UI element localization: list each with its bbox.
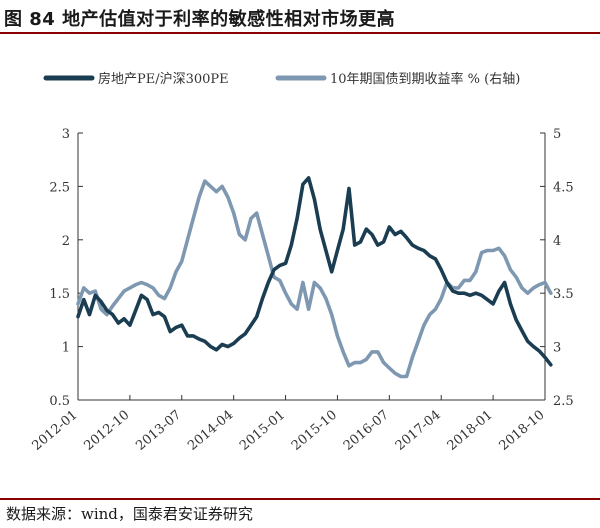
left-axis-tick-label: 3 bbox=[62, 127, 70, 142]
series-line-bond-yield bbox=[76, 179, 553, 379]
x-axis-tick-label: 2012-01 bbox=[30, 408, 81, 454]
x-axis-tick-label: 2018-01 bbox=[445, 408, 496, 454]
right-axis-tick-label: 4 bbox=[553, 234, 561, 249]
right-axis-tick-label: 2.5 bbox=[553, 394, 574, 409]
axes bbox=[77, 132, 546, 401]
x-axis-tick-label: 2014-04 bbox=[185, 408, 236, 454]
right-axis-tick-label: 3.5 bbox=[553, 287, 574, 302]
right-axis-tick-label: 3 bbox=[553, 341, 561, 356]
legend-label-bond-yield: 10年期国债到期收益率 % (右轴) bbox=[330, 71, 520, 87]
right-axis-tick-label: 4.5 bbox=[553, 180, 574, 195]
footer-rule bbox=[0, 498, 600, 500]
figure-title: 图 84 地产估值对于利率的敏感性相对市场更高 bbox=[4, 9, 396, 30]
x-axis-tick-label: 2012-10 bbox=[81, 408, 132, 454]
series-line-pe-ratio bbox=[76, 176, 553, 367]
x-axis-tick-label: 2015-01 bbox=[237, 408, 288, 454]
left-axis-tick-label: 2 bbox=[62, 234, 70, 249]
left-axis-tick-label: 1.5 bbox=[49, 287, 70, 302]
legend-label-pe-ratio: 房地产PE/沪深300PE bbox=[98, 71, 229, 87]
x-axis-tick-label: 2015-10 bbox=[289, 408, 340, 454]
x-axis-tick-label: 2017-04 bbox=[393, 408, 444, 454]
title-rule bbox=[0, 32, 600, 34]
line-chart: 房地产PE/沪深300PE 10年期国债到期收益率 % (右轴) 0.5 1 1.5… bbox=[30, 71, 574, 454]
x-axis-tick-label: 2013-07 bbox=[133, 408, 184, 454]
right-axis-tick-label: 5 bbox=[553, 127, 561, 142]
x-axis-tick-label: 2018-10 bbox=[497, 408, 548, 454]
left-axis-tick-label: 2.5 bbox=[49, 180, 70, 195]
series-lines bbox=[76, 176, 553, 379]
source-note: 数据来源：wind，国泰君安证券研究 bbox=[6, 505, 253, 523]
legend: 房地产PE/沪深300PE 10年期国债到期收益率 % (右轴) bbox=[43, 71, 520, 87]
left-axis-tick-label: 1 bbox=[62, 341, 70, 356]
left-axis-tick-label: 0.5 bbox=[49, 394, 70, 409]
x-axis-tick-label: 2016-07 bbox=[341, 408, 392, 454]
